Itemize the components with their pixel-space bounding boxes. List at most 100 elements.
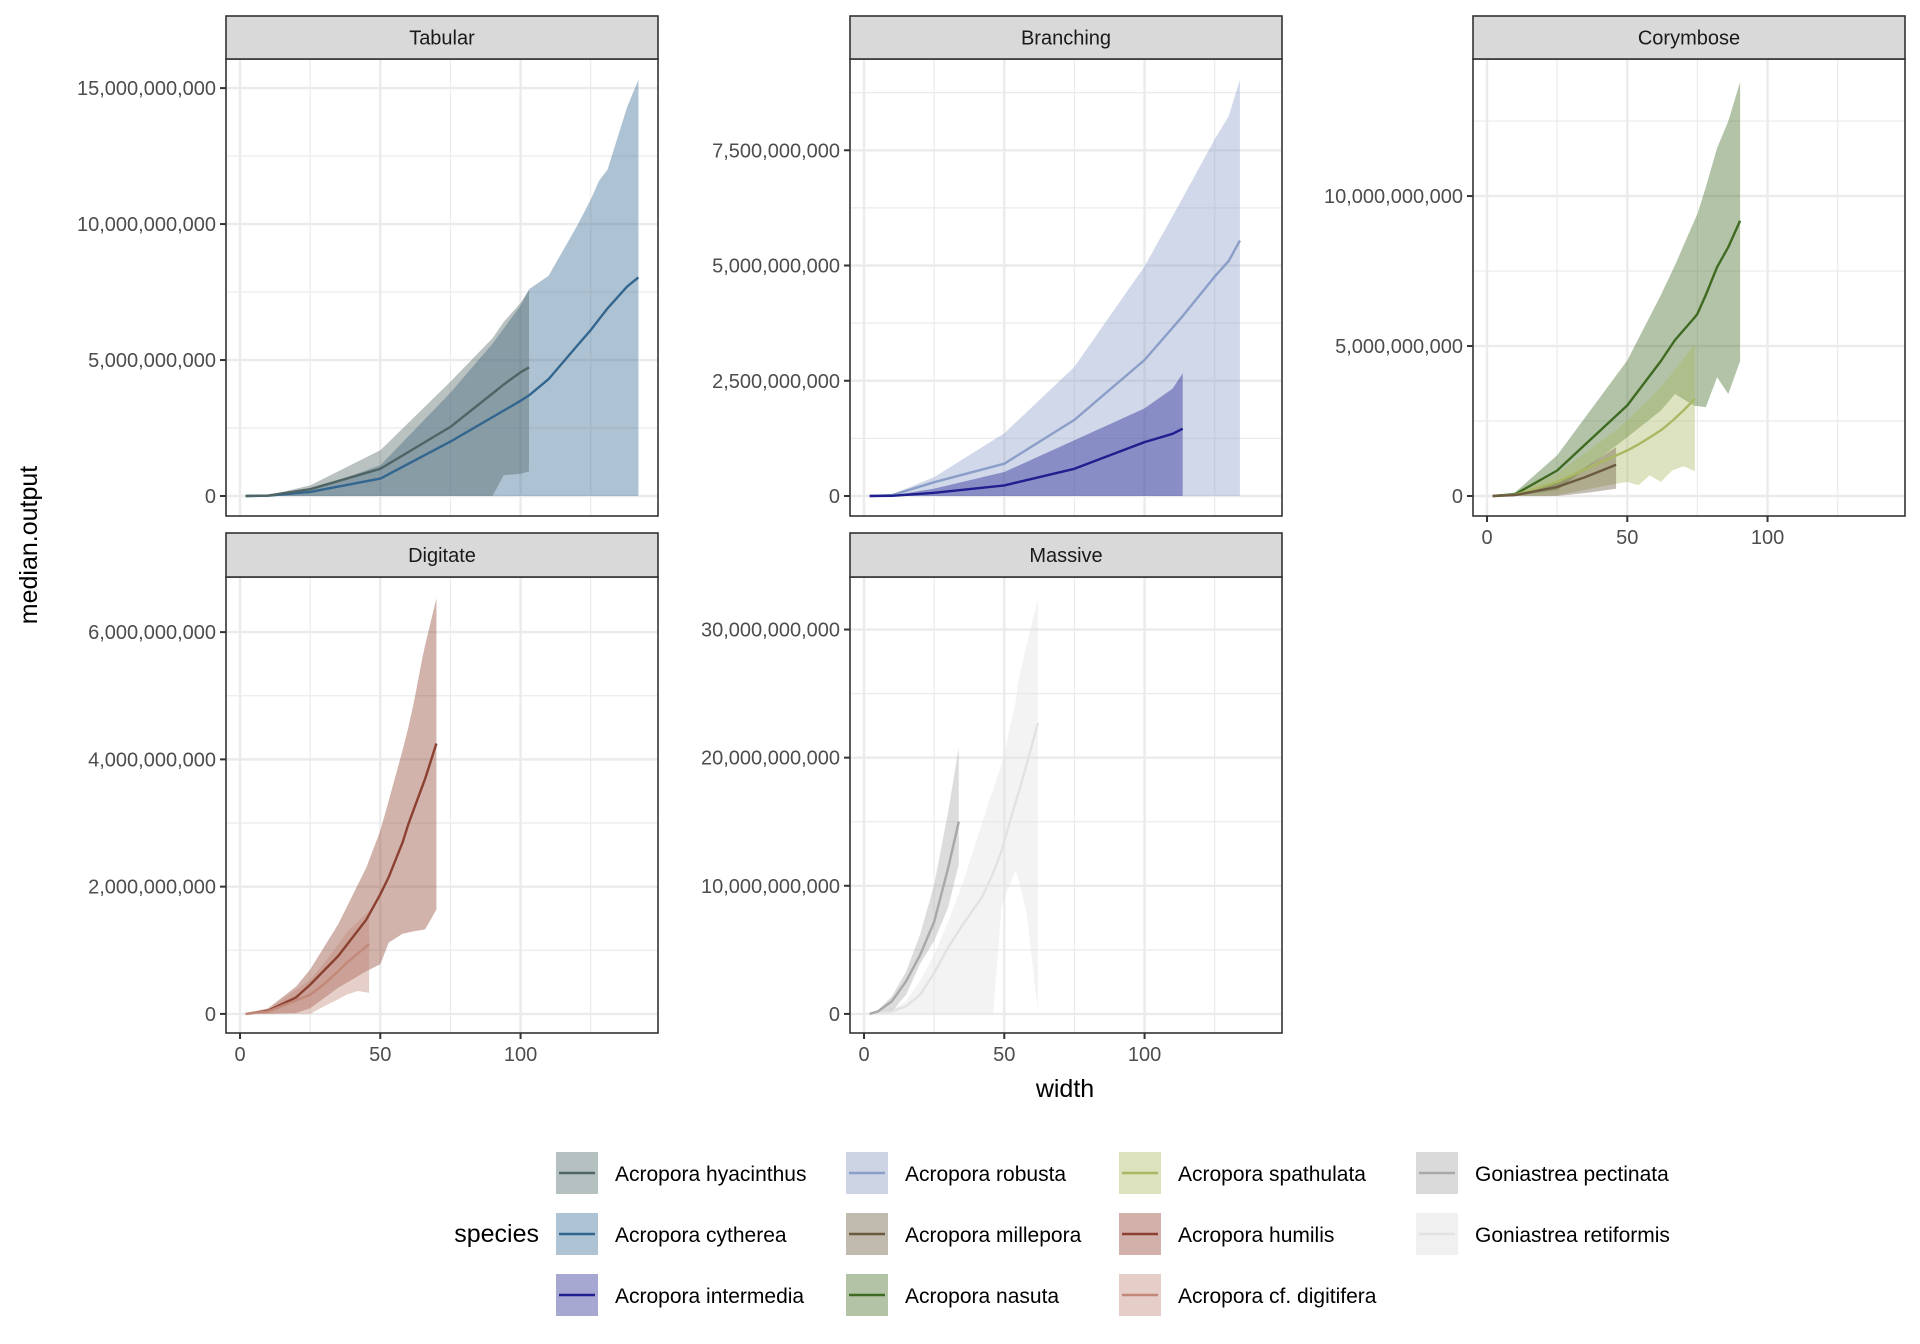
- legend-label: Acropora millepora: [905, 1224, 1082, 1247]
- ribbon-acropora-millepora: [1492, 447, 1617, 496]
- legend-item: Acropora robusta: [846, 1152, 1066, 1194]
- series-group: [869, 598, 1040, 1016]
- y-tick-label: 4,000,000,000: [88, 749, 216, 771]
- strip-label: Branching: [1021, 28, 1111, 50]
- x-tick-label: 0: [858, 1044, 869, 1066]
- panel-background: [1473, 59, 1905, 516]
- x-tick-label: 0: [234, 1044, 245, 1066]
- panel-branching: Branching 0 2,500,000,000 5,000,000,000 7,50…: [712, 15, 1283, 517]
- y-tick-label: 7,500,000,000: [712, 140, 840, 162]
- series-group: [1492, 82, 1742, 498]
- panel-background: [226, 577, 658, 1033]
- strip-label: Tabular: [409, 28, 475, 50]
- y-tick-label: 5,000,000,000: [712, 256, 840, 278]
- legend-item: Acropora cf. digitifera: [1119, 1274, 1377, 1316]
- y-axis: 0 2,500,000,000 5,000,000,000 7,500,000,000: [712, 140, 850, 508]
- legend-item: Goniastrea pectinata: [1416, 1152, 1669, 1194]
- y-tick-label: 0: [829, 1004, 840, 1026]
- ribbon-acropora-robusta: [869, 79, 1240, 496]
- gridlines: [850, 577, 1282, 1033]
- y-tick-label: 2,000,000,000: [88, 877, 216, 899]
- line-goniastrea-pectinata: [869, 821, 960, 1016]
- x-axis: 0 50 100: [1481, 516, 1784, 549]
- y-tick-label: 20,000,000,000: [701, 748, 840, 770]
- panel-background: [226, 59, 658, 516]
- line-goniastrea-retiformis: [869, 722, 1040, 1016]
- line-acropora-spathulata: [1492, 397, 1696, 498]
- line-acropora-nasuta: [1492, 220, 1742, 498]
- y-tick-label: 10,000,000,000: [701, 876, 840, 898]
- y-tick-label: 5,000,000,000: [1335, 336, 1463, 358]
- legend-label: Acropora cf. digitifera: [1178, 1285, 1377, 1308]
- x-tick-label: 50: [993, 1044, 1015, 1066]
- line-acropora-cytherea: [245, 276, 640, 498]
- gridlines: [226, 59, 658, 516]
- y-axis: 0 10,000,000,000 20,000,000,000 30,000,000,…: [701, 620, 850, 1026]
- strip-label: Digitate: [408, 545, 476, 567]
- series-group: [869, 79, 1241, 498]
- strip-background: [1472, 15, 1906, 60]
- strip-background: [225, 532, 659, 578]
- panel-corymbose: Corymbose 0 5,000,000,000 10,000,000,000 0 50…: [1324, 15, 1906, 549]
- ribbon-acropora-humilis: [245, 598, 437, 1014]
- legend-label: Acropora hyacinthus: [615, 1163, 806, 1186]
- strip-background: [225, 15, 659, 60]
- y-axis: 0 5,000,000,000 10,000,000,000: [1324, 186, 1473, 508]
- legend-item: Acropora hyacinthus: [556, 1152, 806, 1194]
- y-tick-label: 6,000,000,000: [88, 622, 216, 644]
- legend-item: Acropora spathulata: [1119, 1152, 1366, 1194]
- line-acropora-cf-digitifera: [245, 942, 370, 1016]
- x-axis: 0 50 100: [234, 1033, 537, 1066]
- legend-item: Acropora cytherea: [556, 1213, 787, 1255]
- x-tick-label: 0: [1481, 527, 1492, 549]
- x-tick-label: 50: [369, 1044, 391, 1066]
- legend-item: Acropora millepora: [846, 1213, 1082, 1255]
- line-acropora-humilis: [245, 743, 438, 1016]
- panel-massive: Massive 0 10,000,000,000 20,000,000,000 30,0…: [701, 532, 1283, 1066]
- ribbon-acropora-nasuta: [1492, 82, 1741, 496]
- y-axis: 0 5,000,000,000 10,000,000,000 15,000,000,0…: [77, 78, 226, 508]
- panel-background: [850, 59, 1282, 516]
- legend-label: Acropora spathulata: [1178, 1163, 1366, 1186]
- ribbon-acropora-intermedia: [869, 373, 1183, 496]
- line-acropora-hyacinthus: [245, 366, 530, 498]
- legend-label: Goniastrea pectinata: [1475, 1163, 1669, 1186]
- ribbon-acropora-cf-digitifera: [245, 910, 370, 1014]
- strip-background: [849, 15, 1283, 60]
- y-tick-label: 10,000,000,000: [1324, 186, 1463, 208]
- y-tick-label: 2,500,000,000: [712, 371, 840, 393]
- x-axis: 0 50 100: [858, 1033, 1161, 1066]
- legend-label: Acropora robusta: [905, 1163, 1066, 1186]
- legend-label: Acropora humilis: [1178, 1224, 1334, 1247]
- x-tick-label: 100: [1751, 527, 1784, 549]
- panel-background: [850, 577, 1282, 1033]
- y-tick-label: 5,000,000,000: [88, 350, 216, 372]
- legend-label: Acropora nasuta: [905, 1285, 1059, 1308]
- legend-item: Goniastrea retiformis: [1416, 1213, 1670, 1255]
- y-tick-label: 0: [829, 486, 840, 508]
- strip-background: [849, 532, 1283, 578]
- y-tick-label: 0: [205, 1004, 216, 1026]
- y-tick-label: 0: [205, 486, 216, 508]
- y-tick-label: 15,000,000,000: [77, 78, 216, 100]
- line-acropora-intermedia: [869, 427, 1184, 498]
- panels: Tabular 0 5,000,000,000 10,000,000,000 15,00…: [77, 15, 1906, 1066]
- strip-label: Massive: [1029, 545, 1102, 567]
- legend-label: Acropora intermedia: [615, 1285, 804, 1308]
- series-group: [245, 598, 438, 1016]
- series-group: [245, 79, 640, 498]
- x-axis-title: width: [1035, 1075, 1094, 1103]
- legend-item: Acropora nasuta: [846, 1274, 1059, 1316]
- ribbon-goniastrea-retiformis: [869, 598, 1038, 1014]
- y-tick-label: 0: [1452, 486, 1463, 508]
- panel-tabular: Tabular 0 5,000,000,000 10,000,000,000 15,00…: [77, 15, 659, 517]
- x-tick-label: 100: [504, 1044, 537, 1066]
- line-acropora-millepora: [1492, 463, 1617, 498]
- legend-item: Acropora intermedia: [556, 1274, 804, 1316]
- gridlines: [1473, 59, 1905, 516]
- x-tick-label: 50: [1616, 527, 1638, 549]
- ribbon-goniastrea-pectinata: [869, 747, 959, 1014]
- y-tick-label: 30,000,000,000: [701, 620, 840, 642]
- legend-item: Acropora humilis: [1119, 1213, 1334, 1255]
- x-tick-label: 100: [1128, 1044, 1161, 1066]
